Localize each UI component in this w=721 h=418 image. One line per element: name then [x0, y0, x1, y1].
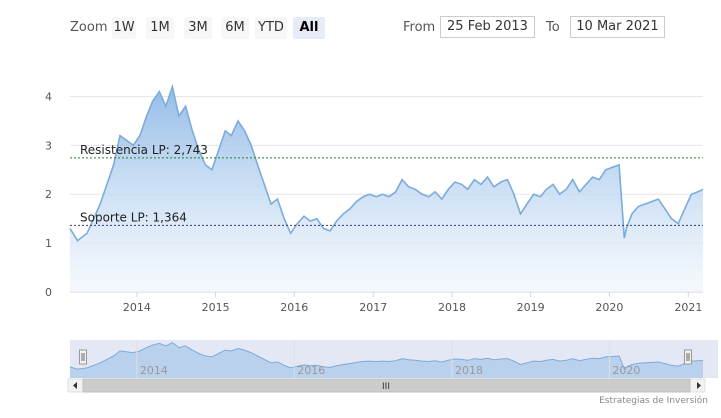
from-label: From: [403, 20, 436, 35]
x-tick-label: 2019: [517, 301, 545, 314]
credits: Estrategias de Inversión: [599, 396, 708, 406]
zoom-1w-button[interactable]: 1W: [112, 17, 136, 39]
scrollbar-thumb[interactable]: [82, 378, 691, 393]
scroll-left-arrow-icon[interactable]: [73, 382, 77, 389]
plot-lines: Resistencia LP: 2,743 Soporte LP: 1,364: [70, 143, 703, 226]
zoom-ytd-button[interactable]: YTD: [255, 17, 287, 39]
zoom-all-button[interactable]: All: [293, 17, 325, 39]
x-tick-label: 2014: [123, 301, 151, 314]
x-tick-label: 2021: [674, 301, 702, 314]
navigator-right-handle[interactable]: [684, 349, 692, 365]
scrollbar-grip: III: [382, 382, 390, 392]
zoom-label: Zoom: [70, 20, 108, 35]
y-tick-label: 1: [45, 237, 52, 250]
y-tick-label: 2: [45, 188, 52, 201]
support-label: Soporte LP: 1,364: [80, 210, 187, 224]
zoom-6m-button[interactable]: 6M: [221, 17, 249, 39]
x-tick-label: 2017: [359, 301, 387, 314]
navigator-tick-label: 2020: [612, 364, 640, 377]
y-tick-label: 0: [45, 286, 52, 299]
series-line: [69, 83, 704, 242]
navigator-series-area: [70, 342, 703, 378]
navigator[interactable]: 2014 2016 2018 2020 III: [67, 340, 718, 393]
y-tick-label: 4: [45, 90, 52, 103]
from-date-input[interactable]: 25 Feb 2013: [440, 16, 535, 38]
y-axis-labels: 0 1 2 3 4: [45, 90, 52, 299]
navigator-tick-label: 2014: [140, 364, 168, 377]
resistance-label: Resistencia LP: 2,743: [80, 143, 208, 157]
x-tick-label: 2020: [595, 301, 623, 314]
zoom-3m-button[interactable]: 3M: [184, 17, 212, 39]
y-tick-label: 3: [45, 139, 52, 152]
scroll-right-arrow-icon[interactable]: [697, 382, 701, 389]
to-date-input[interactable]: 10 Mar 2021: [570, 16, 665, 38]
to-label: To: [546, 20, 560, 35]
navigator-tick-label: 2016: [297, 364, 325, 377]
navigator-series-line: [69, 341, 704, 370]
x-tick-label: 2015: [202, 301, 230, 314]
x-tick-label: 2018: [438, 301, 466, 314]
series-area: [70, 86, 703, 292]
x-tick-label: 2016: [280, 301, 308, 314]
navigator-left-handle[interactable]: [79, 349, 87, 365]
range-selector: Zoom 1W 1M 3M 6M YTD All From 25 Feb 201…: [0, 0, 721, 50]
x-axis-labels: 2014 2015 2016 2017 2018 2019 2020 2021: [123, 292, 702, 314]
navigator-tick-label: 2018: [455, 364, 483, 377]
zoom-1m-button[interactable]: 1M: [146, 17, 174, 39]
